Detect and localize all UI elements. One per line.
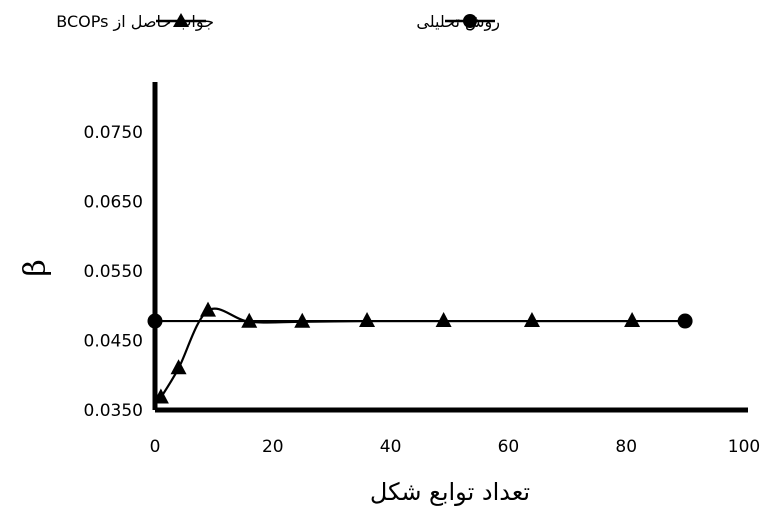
x-tick-label: 80	[615, 437, 637, 457]
legend-label-analytical: روش تحلیلی	[416, 12, 500, 32]
legend-entry-bcops: جواب حاصل از BCOPs	[56, 12, 214, 32]
x-axis-label: تعداد توابع شکل	[370, 478, 530, 506]
data-point-triangle	[241, 312, 258, 328]
data-point-triangle	[435, 312, 452, 328]
axes	[152, 82, 748, 413]
x-tick-label: 100	[728, 437, 760, 457]
data-point-triangle	[624, 312, 641, 328]
y-tick-label: 0.0450	[84, 332, 143, 352]
x-tick-label: 20	[262, 437, 284, 457]
data-point-triangle	[200, 301, 217, 317]
legend-marker-triangle	[173, 13, 189, 27]
x-tick-labels: 0 20 40 60 80 100	[150, 437, 761, 457]
series	[147, 301, 693, 404]
y-axis-label: β	[18, 259, 53, 276]
legend: روش تحلیلی جواب حاصل از BCOPs	[56, 12, 500, 32]
x-tick-label: 40	[380, 437, 402, 457]
x-tick-label: 0	[150, 437, 161, 457]
data-point-triangle	[170, 359, 187, 375]
y-tick-label: 0.0350	[84, 401, 143, 421]
y-tick-label: 0.0550	[84, 262, 143, 282]
legend-label-bcops: جواب حاصل از BCOPs	[56, 12, 214, 32]
data-point-triangle	[152, 388, 169, 404]
series-line-bcops	[159, 307, 633, 399]
data-point-circle	[147, 313, 163, 329]
y-tick-labels: 0.0350 0.0450 0.0550 0.0650 0.0750	[84, 123, 143, 421]
y-tick-label: 0.0750	[84, 123, 143, 143]
legend-marker-circle	[463, 14, 477, 28]
data-point-triangle	[523, 312, 540, 328]
y-tick-label: 0.0650	[84, 193, 143, 213]
data-point-triangle	[294, 312, 311, 328]
data-point-circle	[677, 313, 693, 329]
x-tick-label: 60	[498, 437, 520, 457]
legend-entry-analytical: روش تحلیلی	[416, 12, 500, 32]
data-point-triangle	[359, 312, 376, 328]
